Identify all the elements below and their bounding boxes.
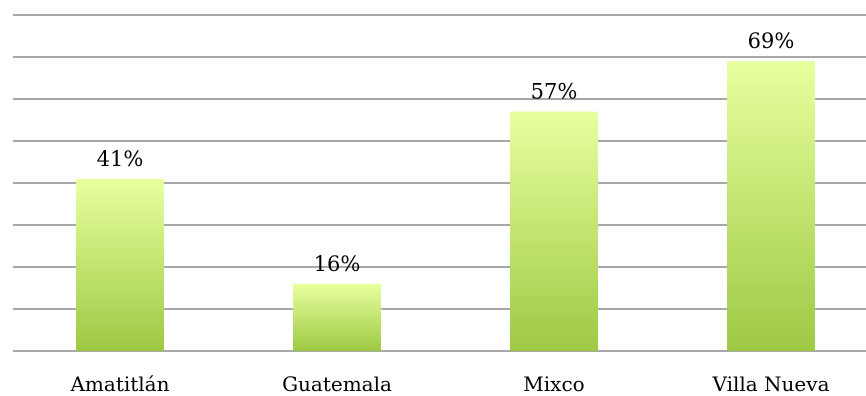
bar-value-label: 69% <box>748 29 795 53</box>
bar-value-label: 57% <box>531 80 578 104</box>
bars <box>76 61 815 351</box>
bar-value-label: 16% <box>314 252 361 276</box>
category-label: Guatemala <box>282 372 392 396</box>
bar-value-label: 41% <box>97 147 144 171</box>
data-labels: 41% 16% 57% 69% <box>97 29 795 276</box>
category-label: Villa Nueva <box>711 372 829 396</box>
bar <box>727 61 815 351</box>
category-labels: Amatitlán Guatemala Mixco Villa Nueva <box>69 372 829 396</box>
category-label: Amatitlán <box>69 372 169 396</box>
bar <box>293 283 381 351</box>
bar <box>510 111 598 351</box>
bar <box>76 178 164 351</box>
category-label: Mixco <box>523 372 584 396</box>
